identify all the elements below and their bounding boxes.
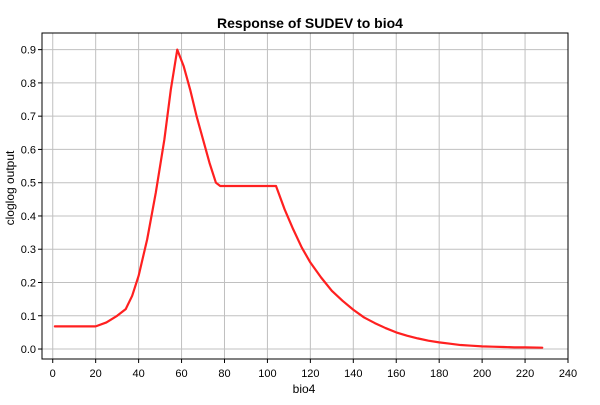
grid-lines (42, 33, 569, 359)
x-tick-label-12: 240 (559, 368, 577, 380)
y-tick-label-9: 0.9 (21, 45, 36, 57)
series-line-0 (53, 48, 544, 349)
y-tick-label-0: 0.0 (21, 344, 36, 356)
y-tick-label-6: 0.6 (21, 144, 36, 156)
y-tick-label-2: 0.2 (21, 277, 36, 289)
y-tick-label-7: 0.7 (21, 111, 36, 123)
x-tick-label-9: 180 (430, 368, 448, 380)
y-axis-label: cloglog output (3, 150, 17, 225)
tick-labels: 0 20 40 60 80 100 120 140 160 180 200 220 240 0.0 0.1 0… (21, 45, 577, 380)
axes (38, 32, 569, 363)
y-tick-label-5: 0.5 (21, 178, 36, 190)
x-tick-label-3: 60 (175, 368, 187, 380)
x-tick-label-7: 140 (344, 368, 362, 380)
chart-title: Response of SUDEV to bio4 (217, 15, 403, 31)
x-tick-label-11: 220 (516, 368, 534, 380)
x-tick-label-8: 160 (387, 368, 405, 380)
y-tick-label-3: 0.3 (21, 244, 36, 256)
y-tick-label-8: 0.8 (21, 78, 36, 90)
x-tick-label-6: 120 (301, 368, 319, 380)
y-tick-label-1: 0.1 (21, 311, 36, 323)
plot-frame (41, 32, 569, 360)
x-tick-label-1: 20 (90, 368, 102, 380)
x-tick-label-0: 0 (50, 368, 56, 380)
x-tick-label-5: 100 (258, 368, 276, 380)
y-tick-label-4: 0.4 (21, 211, 36, 223)
x-axis-label: bio4 (293, 382, 316, 396)
x-tick-label-4: 80 (218, 368, 230, 380)
x-tick-label-2: 40 (132, 368, 144, 380)
series-layer (53, 48, 544, 349)
x-tick-label-10: 200 (473, 368, 491, 380)
